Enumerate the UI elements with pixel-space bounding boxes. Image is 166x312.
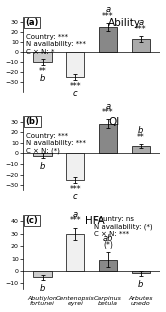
Text: Country: ns
N availability: (*)
C × N: ***: Country: ns N availability: (*) C × N: *… bbox=[94, 216, 153, 237]
Text: ***: *** bbox=[102, 12, 114, 21]
Text: b: b bbox=[40, 284, 45, 293]
Text: c: c bbox=[73, 192, 78, 201]
Text: QI: QI bbox=[108, 117, 119, 127]
Text: ab: ab bbox=[103, 234, 113, 243]
Bar bbox=[99, 260, 117, 271]
Text: a: a bbox=[105, 102, 111, 110]
Bar bbox=[34, 154, 51, 155]
Bar bbox=[66, 234, 84, 271]
Text: HFA: HFA bbox=[85, 216, 105, 226]
Text: Country: ***
N availability: ***
C × N: *: Country: *** N availability: *** C × N: … bbox=[26, 34, 85, 55]
Text: ***: *** bbox=[102, 108, 114, 117]
Text: b: b bbox=[138, 126, 143, 135]
Bar bbox=[34, 52, 51, 62]
Text: b: b bbox=[40, 162, 45, 171]
Text: (a): (a) bbox=[26, 18, 39, 27]
Text: a: a bbox=[138, 18, 143, 27]
Text: **: ** bbox=[39, 67, 46, 76]
Text: (c): (c) bbox=[26, 216, 38, 225]
Text: c: c bbox=[73, 89, 78, 98]
Bar bbox=[132, 39, 150, 52]
Text: a: a bbox=[105, 5, 111, 14]
Text: (b): (b) bbox=[26, 117, 39, 126]
Text: ***: *** bbox=[69, 217, 81, 225]
Bar bbox=[132, 271, 150, 273]
Bar bbox=[99, 27, 117, 52]
Text: ***: *** bbox=[69, 185, 81, 194]
Bar bbox=[99, 124, 117, 154]
Text: a: a bbox=[73, 210, 78, 219]
Text: ***: *** bbox=[69, 82, 81, 91]
Text: Ability: Ability bbox=[108, 18, 141, 28]
Text: b: b bbox=[40, 74, 45, 83]
Bar bbox=[66, 52, 84, 77]
Text: **: ** bbox=[137, 133, 145, 142]
Text: b: b bbox=[138, 280, 143, 289]
Text: (*): (*) bbox=[103, 241, 113, 250]
Text: ***: *** bbox=[135, 25, 147, 34]
Bar bbox=[132, 146, 150, 154]
Bar bbox=[66, 154, 84, 180]
Text: Country: ***
N availability: ***
C × N: (*): Country: *** N availability: *** C × N: … bbox=[26, 133, 85, 154]
Bar bbox=[34, 271, 51, 277]
